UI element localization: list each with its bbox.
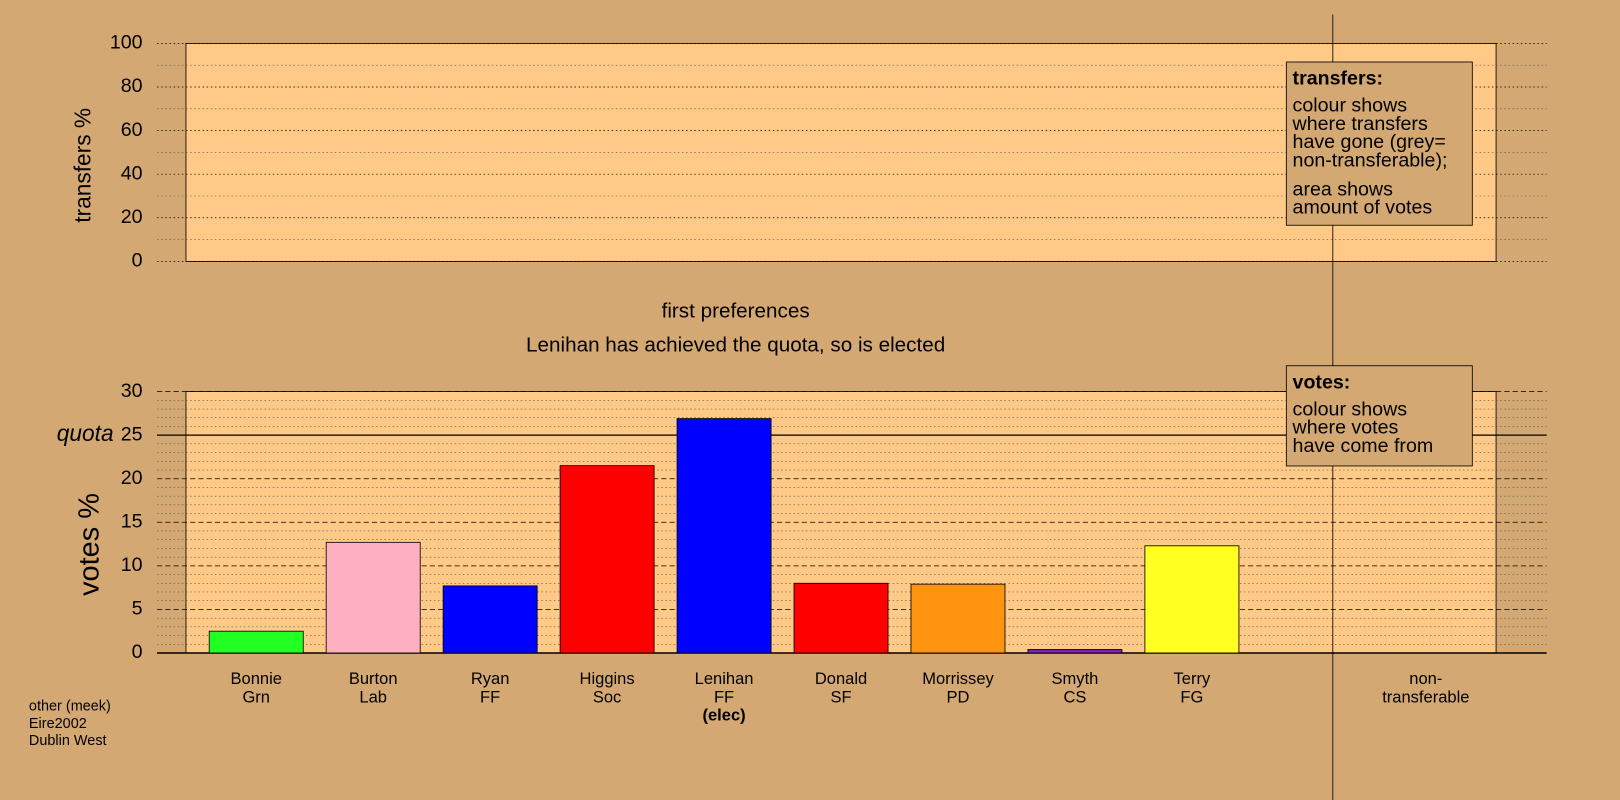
bar [442,585,538,654]
y-tick-label: 20 [121,467,143,489]
footer-text: other (meek) [29,699,111,715]
x-tick-label: CS [1063,687,1086,706]
legend-text: have gone (grey= [1293,131,1446,153]
legend-text: have come from [1293,435,1434,457]
legend-title: transfers: [1293,68,1384,90]
x-tick-label: (elec) [702,705,745,724]
chart-title: first preferences [662,299,810,322]
y-tick-label: 0 [132,250,143,272]
y-tick-label: 0 [132,641,143,663]
x-tick-label: FG [1180,687,1203,706]
x-tick-label: Terry [1174,669,1211,688]
x-tick-label: Grn [242,687,270,706]
x-tick-label: Smyth [1052,669,1099,688]
legend-box [1285,365,1473,467]
y-axis-label: votes % [74,493,106,596]
x-tick-label: PD [947,687,970,706]
y-tick-label: 15 [121,510,143,532]
x-tick-label: Lab [359,687,387,706]
y-axis-label: transfers % [70,108,96,223]
x-tick-label: Bonnie [231,669,282,688]
y-tick-label: 5 [132,598,143,620]
bar [910,583,1006,654]
x-tick-label: Soc [593,687,621,706]
legend-text: colour shows [1293,398,1408,420]
x-tick-label: Ryan [471,669,510,688]
y-tick-label: 60 [121,119,143,141]
x-tick-label: Donald [815,669,867,688]
x-tick-label: transferable [1382,687,1469,706]
footer-text: Eire2002 [29,716,87,732]
x-tick-label: Morrissey [922,669,994,688]
legend-text: colour shows [1293,95,1408,117]
y-tick-label: 30 [121,380,143,402]
x-tick-label: Burton [349,669,398,688]
x-tick-label: SF [830,687,851,706]
bar [1027,649,1123,654]
footer-text: Dublin West [29,733,107,749]
bar [325,541,421,654]
x-tick-label: non- [1409,669,1442,688]
bar [793,582,889,654]
y-tick-label: 20 [121,206,143,228]
bar [1144,545,1240,654]
y-tick-label: 25 [121,423,143,445]
legend-box [1285,61,1473,226]
bar [559,465,655,654]
x-tick-label: Higgins [580,669,635,688]
x-tick-label: FF [714,687,734,706]
legend-text: area shows [1293,178,1394,200]
x-tick-label: Lenihan [695,669,754,688]
y-tick-label: 10 [121,554,143,576]
quota-label: quota [57,420,114,446]
bar [208,630,304,654]
bar [676,418,772,654]
legend-text: where transfers [1292,113,1428,135]
legend-text: amount of votes [1293,197,1433,219]
legend-title: votes: [1293,372,1351,394]
y-tick-label: 80 [121,75,143,97]
y-tick-label: 100 [110,32,143,54]
legend-text: where votes [1292,417,1399,439]
y-tick-label: 40 [121,162,143,184]
x-tick-label: FF [480,687,500,706]
chart-subtitle: Lenihan has achieved the quota, so is el… [526,334,945,357]
legend-text: non-transferable); [1293,149,1448,171]
